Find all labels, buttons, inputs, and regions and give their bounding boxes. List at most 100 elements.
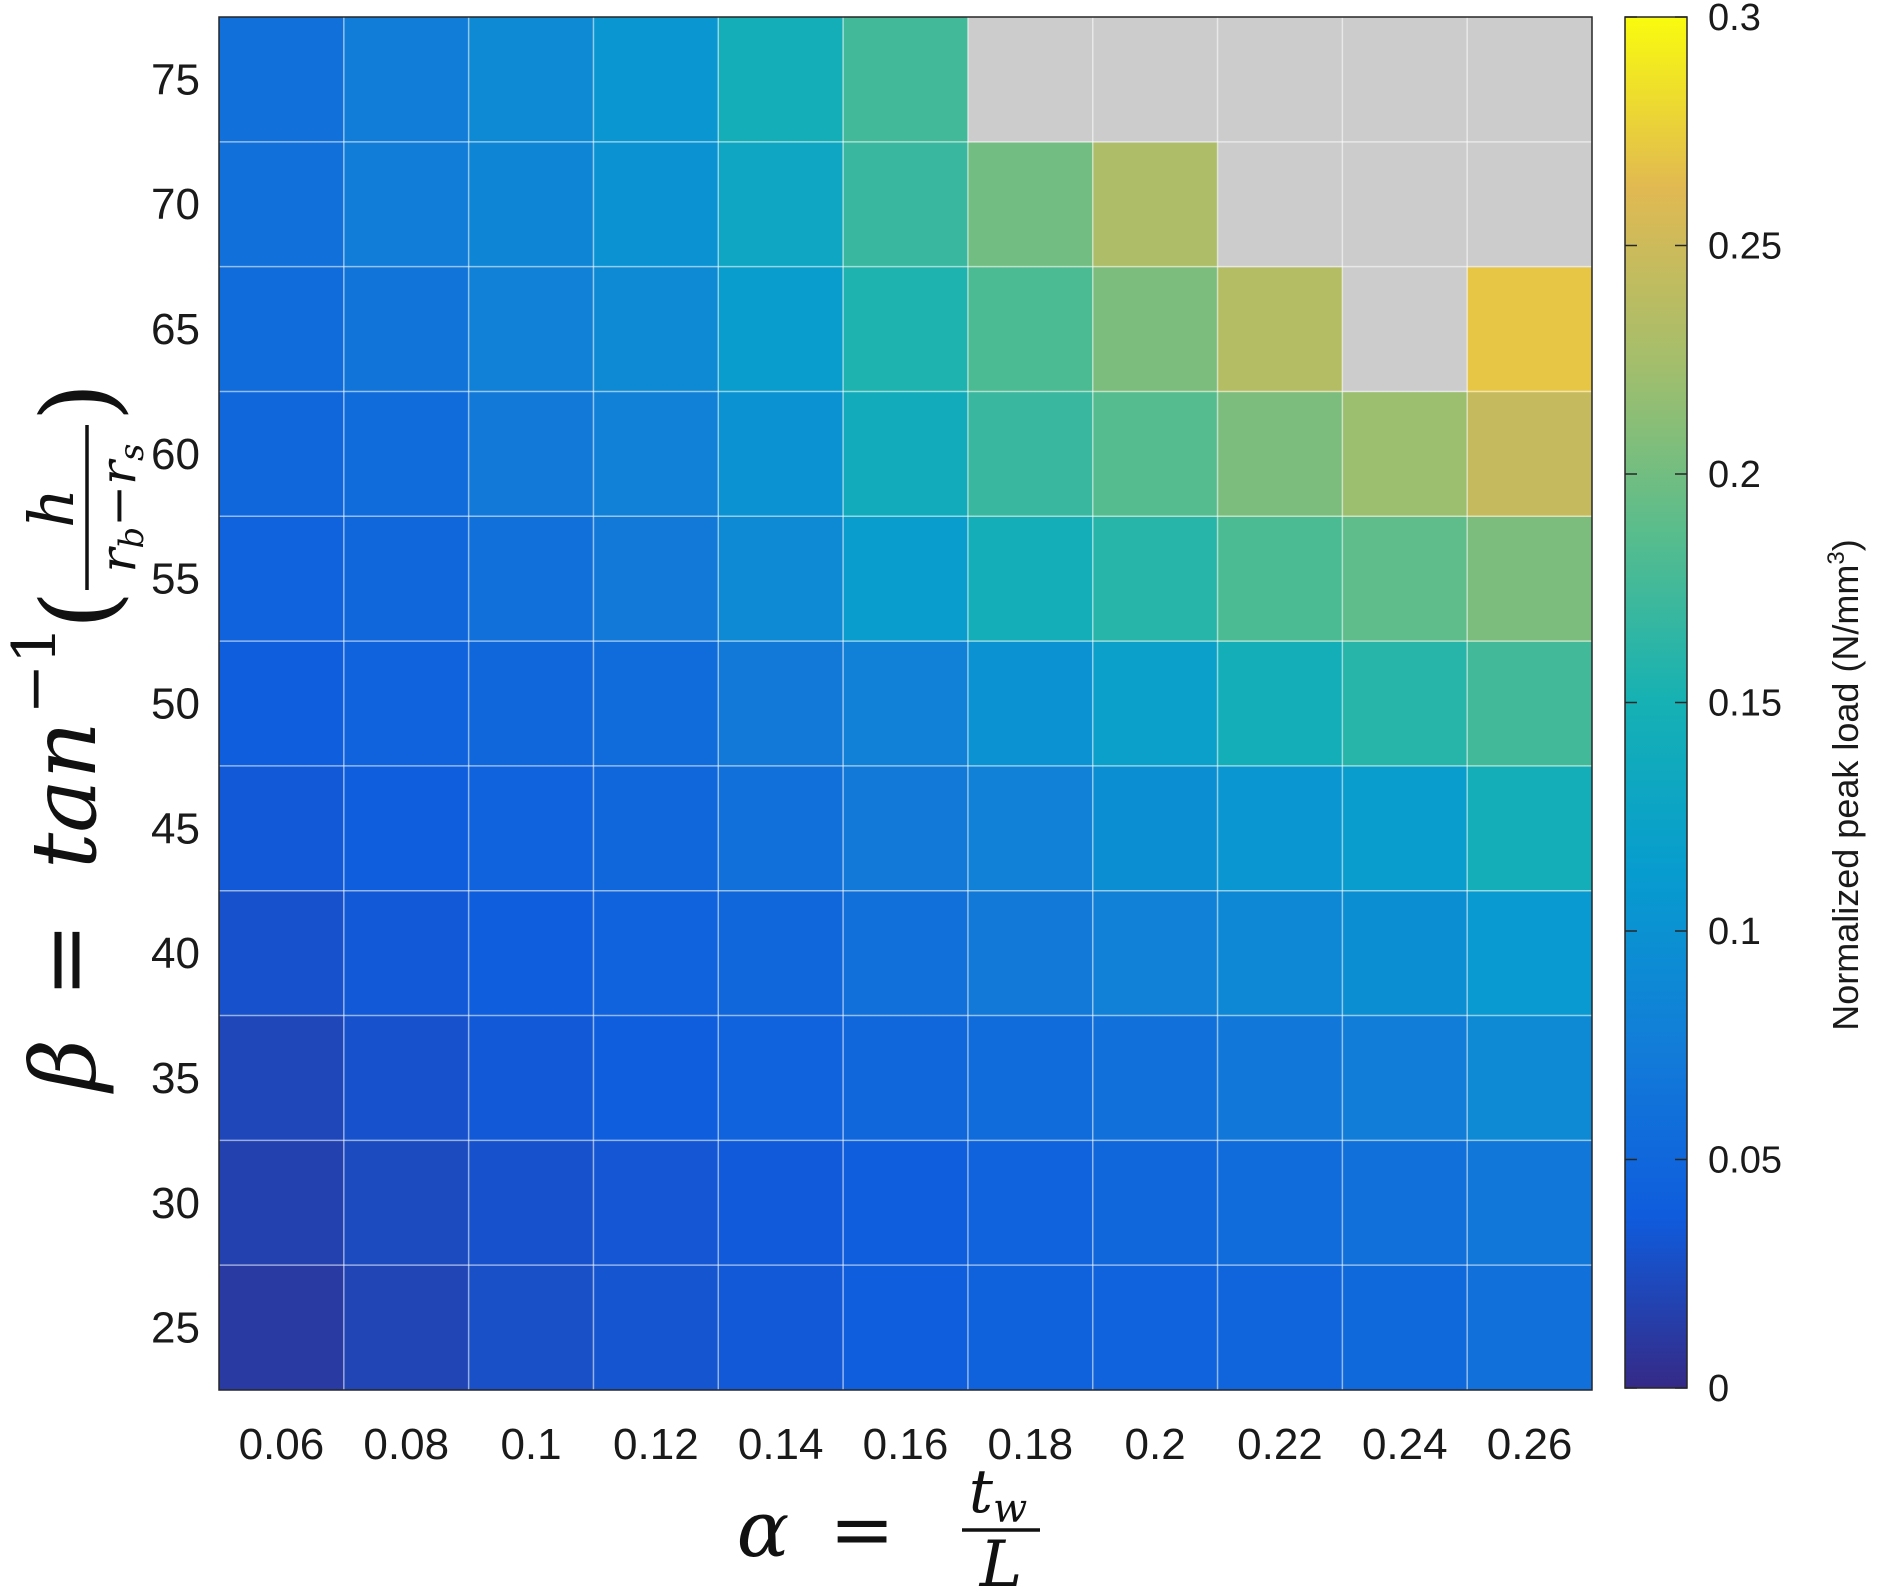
heatmap-cell bbox=[1217, 1140, 1343, 1266]
heatmap-cell bbox=[343, 1140, 470, 1266]
heatmap-cell bbox=[967, 1265, 1094, 1391]
heatmap-cell bbox=[468, 141, 594, 268]
heatmap-cell bbox=[1217, 765, 1343, 892]
heatmap-cell bbox=[468, 641, 594, 767]
y-tick-label: 35 bbox=[151, 1054, 200, 1103]
heatmap-cell bbox=[468, 1015, 594, 1141]
heatmap-cell bbox=[1342, 391, 1468, 517]
heatmap-cell bbox=[1467, 1140, 1593, 1266]
x-tick-label: 0.14 bbox=[738, 1420, 824, 1469]
y-tick-label: 60 bbox=[151, 430, 200, 479]
heatmap-cell bbox=[593, 17, 719, 143]
heatmap-cell bbox=[718, 641, 844, 767]
heatmap-cell bbox=[1342, 765, 1468, 892]
heatmap-cell bbox=[843, 17, 969, 143]
heatmap-cell bbox=[718, 266, 844, 392]
heatmap-cell bbox=[718, 391, 844, 517]
heatmap-cell bbox=[593, 1140, 719, 1266]
heatmap-cell bbox=[1342, 641, 1468, 767]
heatmap-cell bbox=[843, 765, 969, 892]
heatmap-cell bbox=[967, 1015, 1094, 1141]
heatmap-cell bbox=[1092, 391, 1219, 517]
y-label-denominator-a-sub: b bbox=[112, 527, 152, 549]
heatmap-cell bbox=[343, 17, 470, 143]
heatmap-cell bbox=[1092, 765, 1219, 892]
heatmap-cell bbox=[843, 1015, 969, 1141]
heatmap-cell bbox=[343, 266, 470, 392]
heatmap-cell bbox=[843, 1140, 969, 1266]
y-label-numerator: h bbox=[15, 488, 88, 528]
heatmap-cell bbox=[468, 1265, 594, 1391]
heatmap-cell bbox=[219, 17, 345, 143]
y-label-lhs: β bbox=[12, 1039, 117, 1094]
heatmap-cell bbox=[593, 516, 719, 642]
heatmap-cell bbox=[468, 890, 594, 1017]
heatmap-cell bbox=[1467, 765, 1593, 892]
colorbar-tick-label: 0.05 bbox=[1708, 1140, 1782, 1182]
x-tick-label: 0.2 bbox=[1125, 1420, 1186, 1469]
heatmap-cell bbox=[1467, 266, 1593, 392]
x-label-lhs: α bbox=[737, 1485, 790, 1575]
heatmap-cell bbox=[843, 1265, 969, 1391]
heatmap-cell bbox=[718, 765, 844, 892]
y-label-func: tan bbox=[12, 721, 117, 869]
y-label-power: −1 bbox=[0, 626, 70, 714]
y-label-open-paren: ( bbox=[20, 590, 137, 629]
colorbar-label-main: Normalized peak load (N/mm bbox=[1825, 565, 1866, 1031]
y-label-close-paren: ) bbox=[20, 382, 137, 421]
heatmap-cell bbox=[1217, 266, 1343, 392]
heatmap-cell bbox=[1092, 141, 1219, 268]
heatmap-cell bbox=[1217, 516, 1343, 642]
heatmap-cell bbox=[219, 391, 345, 517]
plot-frame bbox=[218, 16, 1593, 1391]
y-tick-label: 65 bbox=[151, 305, 200, 354]
colorbar-tick-label: 0.1 bbox=[1708, 911, 1761, 953]
y-label-denominator-b-sub: s bbox=[112, 444, 152, 461]
heatmap-cell bbox=[718, 1265, 844, 1391]
heatmap-cell bbox=[1467, 641, 1593, 767]
heatmap-cell bbox=[1092, 266, 1219, 392]
y-axis-ticks: 25 30 35 40 45 50 55 60 65 70 75 bbox=[151, 55, 200, 1352]
heatmap-cell-missing bbox=[1342, 17, 1468, 143]
heatmap-cell-missing bbox=[1342, 141, 1468, 268]
heatmap-cell bbox=[593, 391, 719, 517]
colorbar-tick-label: 0 bbox=[1708, 1368, 1729, 1410]
heatmap-cell bbox=[967, 1140, 1094, 1266]
heatmap-cell bbox=[343, 1265, 470, 1391]
heatmap-cell-missing bbox=[1217, 141, 1343, 268]
x-tick-label: 0.1 bbox=[500, 1420, 561, 1469]
y-tick-label: 70 bbox=[151, 180, 200, 229]
heatmap-cell bbox=[343, 1015, 470, 1141]
heatmap-cell-missing bbox=[1467, 141, 1593, 268]
heatmap-cell bbox=[1217, 391, 1343, 517]
heatmap-cell bbox=[468, 17, 594, 143]
heatmap-cell bbox=[843, 641, 969, 767]
x-tick-label: 0.18 bbox=[987, 1420, 1073, 1469]
heatmap-cell bbox=[468, 391, 594, 517]
heatmap-cell bbox=[343, 391, 470, 517]
x-tick-label: 0.06 bbox=[239, 1420, 325, 1469]
heatmap-cell bbox=[1342, 1140, 1468, 1266]
y-tick-label: 40 bbox=[151, 929, 200, 978]
x-tick-label: 0.22 bbox=[1237, 1420, 1323, 1469]
y-tick-label: 75 bbox=[151, 55, 200, 104]
heatmap-cell bbox=[967, 391, 1094, 517]
heatmap-cell bbox=[967, 266, 1094, 392]
heatmap-cell bbox=[468, 1140, 594, 1266]
heatmap-cell bbox=[219, 1265, 345, 1391]
colorbar-tick-label: 0.2 bbox=[1708, 454, 1761, 496]
y-label-minus: − bbox=[89, 485, 147, 527]
y-axis-label: β = tan −1 ( h rb−rs ) bbox=[0, 382, 152, 1094]
x-tick-label: 0.26 bbox=[1487, 1420, 1573, 1469]
y-tick-label: 50 bbox=[151, 680, 200, 729]
colorbar-label-sup: 3 bbox=[1823, 551, 1850, 564]
heatmap-cell bbox=[967, 765, 1094, 892]
heatmap-cell bbox=[843, 141, 969, 268]
heatmap-cell bbox=[718, 141, 844, 268]
heatmap-cell bbox=[1217, 1265, 1343, 1391]
x-axis-ticks: 0.06 0.08 0.1 0.12 0.14 0.16 0.18 0.2 0.22 0.24 0.… bbox=[239, 1420, 1573, 1469]
heatmap-cell bbox=[1342, 516, 1468, 642]
colorbar-tick-label: 0.25 bbox=[1708, 226, 1782, 268]
heatmap-cell bbox=[1092, 1265, 1219, 1391]
